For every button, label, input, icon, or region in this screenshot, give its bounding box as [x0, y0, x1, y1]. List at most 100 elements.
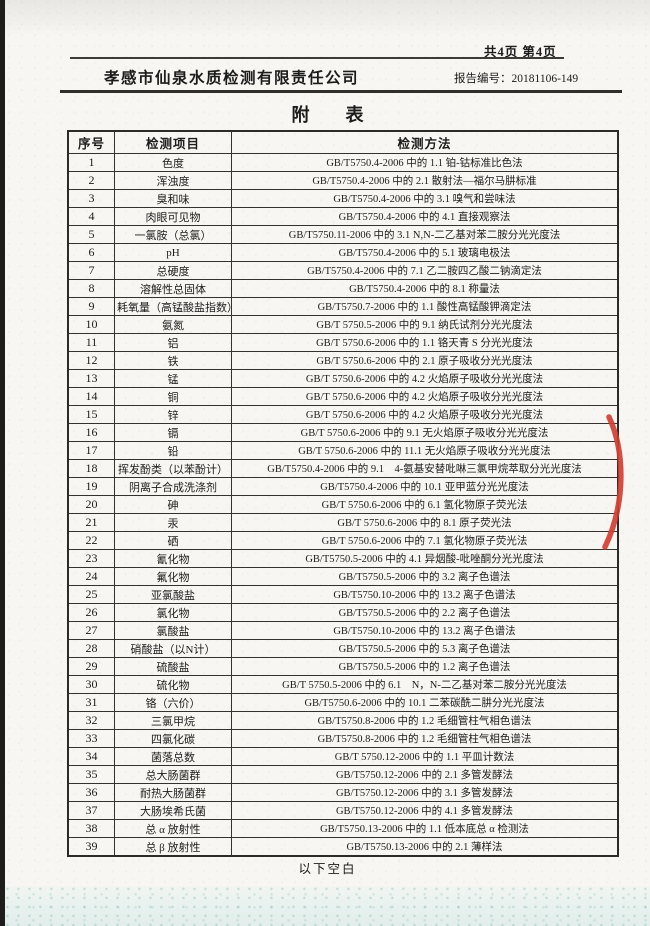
table-row: 13 锰 GB/T 5750.6-2006 中的 4.2 火焰原子吸收分光光度法 — [67, 369, 619, 388]
method-name: GB/T5750.4-2006 中的 1.1 铂-钴标准比色法 — [231, 153, 619, 172]
row-number: 15 — [67, 405, 115, 424]
item-name: 总 β 放射性 — [114, 837, 232, 857]
method-name: GB/T 5750.6-2006 中的 4.2 火焰原子吸收分光光度法 — [231, 369, 619, 388]
table-row: 17 铅 GB/T 5750.6-2006 中的 11.1 无火焰原子吸收分光光度法 — [67, 441, 619, 460]
row-number: 37 — [67, 801, 115, 820]
item-name: 大肠埃希氏菌 — [114, 801, 232, 820]
method-name: GB/T5750.5-2006 中的 1.2 离子色谱法 — [231, 657, 619, 676]
test-methods-table: 序号 检测项目 检测方法 1 色度 GB/T5750.4-2006 中的 1.1 铂… — [67, 130, 619, 857]
method-name: GB/T5750.5-2006 中的 4.1 异烟酸-吡唑酮分光光度法 — [231, 549, 619, 568]
table-row: 3 臭和味 GB/T5750.4-2006 中的 3.1 嗅气和尝味法 — [67, 189, 619, 208]
table-row: 37 大肠埃希氏菌 GB/T5750.12-2006 中的 4.1 多管发酵法 — [67, 801, 619, 820]
item-name: 臭和味 — [114, 189, 232, 208]
item-name: 阴离子合成洗涤剂 — [114, 477, 232, 496]
row-number: 2 — [67, 171, 115, 190]
method-name: GB/T5750.7-2006 中的 1.1 酸性高锰酸钾滴定法 — [231, 297, 619, 316]
item-name: 耐热大肠菌群 — [114, 783, 232, 802]
method-name: GB/T5750.4-2006 中的 3.1 嗅气和尝味法 — [231, 189, 619, 208]
item-name: 锌 — [114, 405, 232, 424]
header-rule-top — [70, 57, 564, 59]
item-name: 浑浊度 — [114, 171, 232, 190]
method-name: GB/T 5750.5-2006 中的 6.1 N，N-二乙基对苯二胺分光光度法 — [231, 675, 619, 694]
item-name: 氯酸盐 — [114, 621, 232, 640]
row-number: 28 — [67, 639, 115, 658]
item-name: 铁 — [114, 351, 232, 370]
method-name: GB/T 5750.6-2006 中的 11.1 无火焰原子吸收分光光度法 — [231, 441, 619, 460]
table-row: 38 总 α 放射性 GB/T5750.13-2006 中的 1.1 低本底总 α … — [67, 819, 619, 838]
table-row: 22 硒 GB/T 5750.6-2006 中的 7.1 氢化物原子荧光法 — [67, 531, 619, 550]
method-name: GB/T5750.13-2006 中的 1.1 低本底总 α 检测法 — [231, 819, 619, 838]
method-name: GB/T5750.8-2006 中的 1.2 毛细管柱气相色谱法 — [231, 729, 619, 748]
row-number: 34 — [67, 747, 115, 766]
table-row: 29 硫酸盐 GB/T5750.5-2006 中的 1.2 离子色谱法 — [67, 657, 619, 676]
red-stamp-fragment — [602, 414, 624, 550]
method-name: GB/T5750.4-2006 中的 10.1 亚甲蓝分光光度法 — [231, 477, 619, 496]
item-name: 铜 — [114, 387, 232, 406]
table-row: 39 总 β 放射性 GB/T5750.13-2006 中的 2.1 薄样法 — [67, 837, 619, 857]
method-name: GB/T5750.4-2006 中的 7.1 乙二胺四乙酸二钠滴定法 — [231, 261, 619, 280]
row-number: 3 — [67, 189, 115, 208]
method-name: GB/T 5750.6-2006 中的 7.1 氢化物原子荧光法 — [231, 531, 619, 550]
table-row: 14 铜 GB/T 5750.6-2006 中的 4.2 火焰原子吸收分光光度法 — [67, 387, 619, 406]
page-title: 附 表 — [291, 105, 364, 125]
table-row: 26 氯化物 GB/T5750.5-2006 中的 2.2 离子色谱法 — [67, 603, 619, 622]
scan-top-shadow — [5, 0, 650, 36]
table-row: 28 硝酸盐（以N计） GB/T5750.5-2006 中的 5.3 离子色谱法 — [67, 639, 619, 658]
table-row: 32 三氯甲烷 GB/T5750.8-2006 中的 1.2 毛细管柱气相色谱法 — [67, 711, 619, 730]
row-number: 11 — [67, 333, 115, 352]
method-name: GB/T 5750.6-2006 中的 9.1 无火焰原子吸收分光光度法 — [231, 423, 619, 442]
method-name: GB/T5750.12-2006 中的 3.1 多管发酵法 — [231, 783, 619, 802]
method-name: GB/T5750.5-2006 中的 3.2 离子色谱法 — [231, 567, 619, 586]
row-number: 27 — [67, 621, 115, 640]
row-number: 10 — [67, 315, 115, 334]
item-name: 硒 — [114, 531, 232, 550]
method-name: GB/T5750.11-2006 中的 3.1 N,N-二乙基对苯二胺分光光度法 — [231, 225, 619, 244]
method-name: GB/T5750.5-2006 中的 5.3 离子色谱法 — [231, 639, 619, 658]
row-number: 5 — [67, 225, 115, 244]
footer-note: 以下空白 — [298, 862, 357, 876]
table-row: 9 耗氧量（高锰酸盐指数） GB/T5750.7-2006 中的 1.1 酸性高锰酸… — [67, 297, 619, 316]
table-row: 23 氰化物 GB/T5750.5-2006 中的 4.1 异烟酸-吡唑酮分光光度法 — [67, 549, 619, 568]
item-name: 色度 — [114, 153, 232, 172]
column-header-method: 检测方法 — [231, 130, 619, 154]
method-name: GB/T 5750.6-2006 中的 4.2 火焰原子吸收分光光度法 — [231, 405, 619, 424]
item-name: 总硬度 — [114, 261, 232, 280]
row-number: 4 — [67, 207, 115, 226]
table-row: 7 总硬度 GB/T5750.4-2006 中的 7.1 乙二胺四乙酸二钠滴定法 — [67, 261, 619, 280]
row-number: 17 — [67, 441, 115, 460]
row-number: 38 — [67, 819, 115, 838]
row-number: 22 — [67, 531, 115, 550]
method-name: GB/T5750.10-2006 中的 13.2 离子色谱法 — [231, 585, 619, 604]
row-number: 7 — [67, 261, 115, 280]
table-row: 34 菌落总数 GB/T 5750.12-2006 中的 1.1 平皿计数法 — [67, 747, 619, 766]
item-name: 总大肠菌群 — [114, 765, 232, 784]
method-name: GB/T5750.12-2006 中的 2.1 多管发酵法 — [231, 765, 619, 784]
item-name: 四氯化碳 — [114, 729, 232, 748]
table-row: 16 镉 GB/T 5750.6-2006 中的 9.1 无火焰原子吸收分光光度法 — [67, 423, 619, 442]
item-name: 镉 — [114, 423, 232, 442]
row-number: 19 — [67, 477, 115, 496]
method-name: GB/T5750.4-2006 中的 8.1 称量法 — [231, 279, 619, 298]
table-row: 2 浑浊度 GB/T5750.4-2006 中的 2.1 散射法—福尔马肼标准 — [67, 171, 619, 190]
item-name: 总 α 放射性 — [114, 819, 232, 838]
table-row: 25 亚氯酸盐 GB/T5750.10-2006 中的 13.2 离子色谱法 — [67, 585, 619, 604]
item-name: 氨氮 — [114, 315, 232, 334]
item-name: 硫酸盐 — [114, 657, 232, 676]
row-number: 26 — [67, 603, 115, 622]
table-row: 24 氟化物 GB/T5750.5-2006 中的 3.2 离子色谱法 — [67, 567, 619, 586]
method-name: GB/T5750.10-2006 中的 13.2 离子色谱法 — [231, 621, 619, 640]
item-name: 铝 — [114, 333, 232, 352]
row-number: 14 — [67, 387, 115, 406]
item-name: pH — [114, 243, 232, 262]
method-name: GB/T5750.13-2006 中的 2.1 薄样法 — [231, 837, 619, 857]
item-name: 铬（六价） — [114, 693, 232, 712]
row-number: 31 — [67, 693, 115, 712]
column-header-item: 检测项目 — [114, 130, 232, 154]
method-name: GB/T5750.4-2006 中的 2.1 散射法—福尔马肼标准 — [231, 171, 619, 190]
item-name: 一氯胺（总氯） — [114, 225, 232, 244]
item-name: 锰 — [114, 369, 232, 388]
table-row: 12 铁 GB/T 5750.6-2006 中的 2.1 原子吸收分光光度法 — [67, 351, 619, 370]
row-number: 20 — [67, 495, 115, 514]
row-number: 12 — [67, 351, 115, 370]
table-row: 10 氨氮 GB/T 5750.5-2006 中的 9.1 纳氏试剂分光光度法 — [67, 315, 619, 334]
